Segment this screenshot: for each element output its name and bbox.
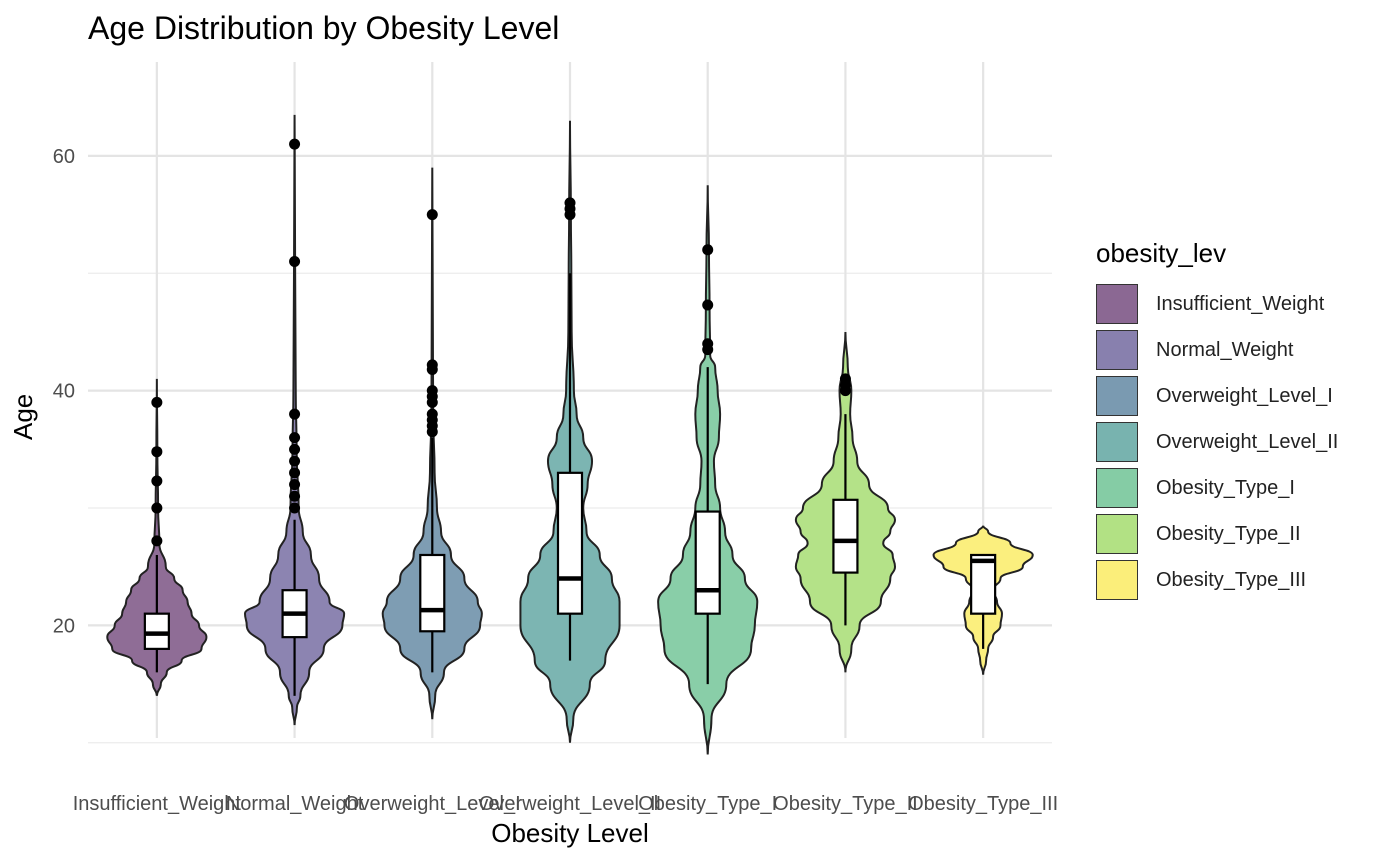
legend-title: obesity_lev bbox=[1096, 238, 1227, 268]
outlier-Overweight_Level_I bbox=[426, 385, 438, 397]
outlier-Overweight_Level_I bbox=[426, 359, 438, 371]
legend-item: Overweight_Level_I bbox=[1096, 373, 1338, 419]
outlier-Normal_Weight bbox=[289, 490, 301, 502]
box-iqr bbox=[832, 498, 859, 574]
legend-item: Obesity_Type_II bbox=[1096, 511, 1338, 557]
legend-item: Insufficient_Weight bbox=[1096, 281, 1338, 327]
legend-label: Overweight_Level_II bbox=[1156, 430, 1339, 453]
legend-label: Overweight_Level_I bbox=[1156, 384, 1333, 407]
outlier-Obesity_Type_I bbox=[702, 338, 714, 350]
outlier-Obesity_Type_II bbox=[839, 373, 851, 385]
outlier-Overweight_Level_I bbox=[426, 209, 438, 221]
outlier-Insufficient_Weight bbox=[151, 396, 163, 408]
legend-label: Obesity_Type_I bbox=[1156, 476, 1295, 499]
legend-key bbox=[1096, 514, 1138, 554]
boxplot-Overweight_Level_II bbox=[556, 273, 584, 661]
legend-label: Normal_Weight bbox=[1156, 338, 1294, 361]
legend-key bbox=[1096, 376, 1138, 416]
legend-label: Obesity_Type_III bbox=[1156, 568, 1307, 591]
outlier-Overweight_Level_I bbox=[426, 408, 438, 420]
legend-items: Insufficient_Weight Normal_Weight Overweig… bbox=[1096, 281, 1338, 603]
outlier-Insufficient_Weight bbox=[151, 535, 163, 547]
outlier-Normal_Weight bbox=[289, 455, 301, 467]
outlier-points bbox=[151, 138, 851, 547]
outlier-Normal_Weight bbox=[289, 138, 301, 150]
boxplot-Obesity_Type_II bbox=[832, 414, 859, 626]
legend-key bbox=[1096, 330, 1138, 370]
y-axis-label: Age bbox=[8, 393, 38, 440]
outlier-Overweight_Level_II bbox=[564, 197, 576, 209]
y-axis-ticks: 20 40 60 bbox=[53, 146, 75, 638]
x-axis-ticks: Insufficient_WeightNormal_WeightOverweig… bbox=[73, 793, 1058, 815]
legend: obesity_lev Insufficient_Weight Normal_We… bbox=[1096, 238, 1338, 603]
outlier-Normal_Weight bbox=[289, 467, 301, 479]
legend-key bbox=[1096, 284, 1138, 324]
outlier-Normal_Weight bbox=[289, 479, 301, 491]
outlier-Normal_Weight bbox=[289, 502, 301, 514]
legend-item: Overweight_Level_II bbox=[1096, 419, 1338, 465]
outlier-Normal_Weight bbox=[289, 256, 301, 268]
legend-item: Normal_Weight bbox=[1096, 327, 1338, 373]
x-tick-label: Normal_Weight bbox=[226, 793, 364, 815]
y-tick-label: 20 bbox=[53, 615, 75, 637]
boxplot-Insufficient_Weight bbox=[143, 554, 170, 673]
legend-key bbox=[1096, 468, 1138, 508]
chart-title: Age Distribution by Obesity Level bbox=[88, 10, 560, 46]
x-tick-label: Obesity_Type_II bbox=[773, 793, 918, 815]
y-tick-label: 40 bbox=[53, 381, 75, 403]
x-tick-label: Obesity_Type_III bbox=[908, 793, 1058, 815]
boxplot-Obesity_Type_III bbox=[970, 553, 997, 649]
x-tick-label: Obesity_Type_I bbox=[638, 793, 777, 815]
x-tick-label: Insufficient_Weight bbox=[73, 793, 242, 815]
x-tick-label: Overweight_Level_I bbox=[344, 793, 521, 815]
outlier-Insufficient_Weight bbox=[151, 502, 163, 514]
outlier-Insufficient_Weight bbox=[151, 475, 163, 487]
y-tick-label: 60 bbox=[53, 146, 75, 168]
legend-item: Obesity_Type_III bbox=[1096, 557, 1338, 603]
boxplot-Obesity_Type_I bbox=[694, 367, 721, 685]
legend-item: Obesity_Type_I bbox=[1096, 465, 1338, 511]
box-iqr bbox=[694, 510, 721, 615]
outlier-Obesity_Type_I bbox=[702, 299, 714, 311]
boxplot-Normal_Weight bbox=[281, 519, 308, 696]
x-tick-label: Overweight_Level_II bbox=[479, 793, 661, 815]
outlier-Normal_Weight bbox=[289, 432, 301, 444]
legend-label: Insufficient_Weight bbox=[1156, 292, 1325, 315]
legend-key bbox=[1096, 422, 1138, 462]
legend-label: Obesity_Type_II bbox=[1156, 522, 1301, 545]
violin-Normal_Weight bbox=[243, 113, 346, 726]
outlier-Insufficient_Weight bbox=[151, 446, 163, 458]
boxplot-Overweight_Level_I bbox=[419, 437, 446, 673]
outlier-Normal_Weight bbox=[289, 443, 301, 455]
box-iqr bbox=[419, 553, 446, 633]
x-axis-label: Obesity Level bbox=[491, 818, 649, 848]
outlier-Obesity_Type_I bbox=[702, 244, 714, 256]
legend-key bbox=[1096, 560, 1138, 600]
box-iqr bbox=[143, 612, 170, 650]
box-iqr bbox=[970, 553, 997, 615]
outlier-Normal_Weight bbox=[289, 408, 301, 420]
box-iqr bbox=[556, 471, 584, 615]
boxplots bbox=[143, 273, 997, 696]
